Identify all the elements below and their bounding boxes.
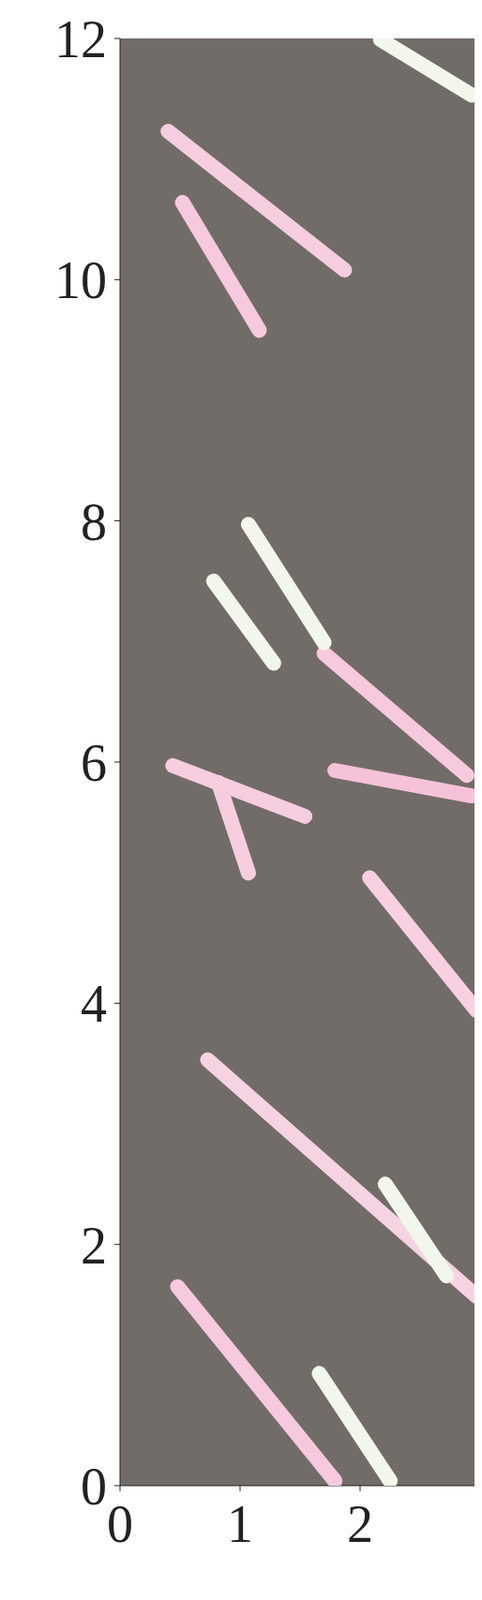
svg-text:8: 8 [80,493,107,552]
svg-text:2: 2 [80,1217,107,1276]
svg-text:12: 12 [54,10,107,69]
svg-text:2: 2 [346,1495,374,1554]
svg-text:6: 6 [80,734,107,793]
svg-text:0: 0 [106,1495,134,1554]
svg-text:4: 4 [80,975,107,1034]
svg-text:0: 0 [80,1458,107,1517]
svg-text:1: 1 [226,1495,254,1554]
svg-text:10: 10 [54,251,107,310]
